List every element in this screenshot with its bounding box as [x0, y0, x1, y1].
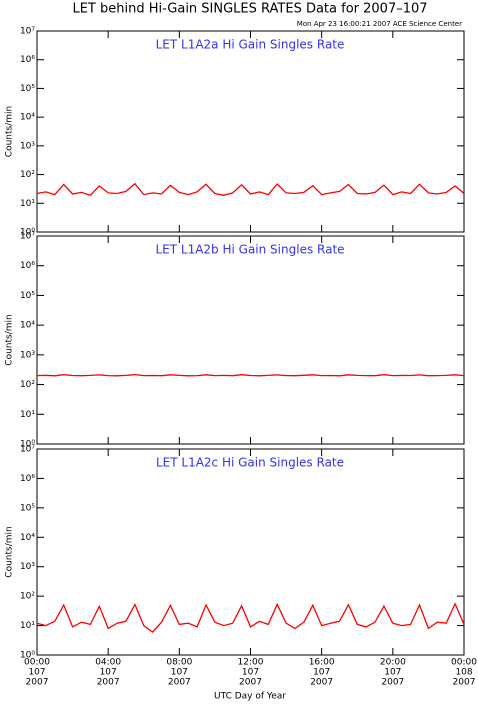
x-tick-label: 00:00 [24, 658, 50, 668]
data-line [36, 602, 465, 633]
x-tick-label: 20:00 [380, 658, 406, 668]
y-tick-label: 10⁰ [20, 651, 35, 661]
x-tick-sublabel: 2007 [26, 678, 49, 688]
y-tick-label: 10⁵ [20, 84, 35, 94]
y-tick-label: 10¹ [20, 621, 35, 631]
x-tick-sublabel: 2007 [239, 678, 262, 688]
y-axis-label: Counts/min [5, 314, 15, 365]
y-tick-label: 10⁵ [20, 503, 35, 513]
x-tick-sublabel: 2007 [168, 678, 191, 688]
data-line [36, 373, 465, 377]
data-line [36, 182, 465, 197]
panel-annotation: LET L1A2c Hi Gain Singles Rate [156, 456, 344, 470]
y-tick-label: 10³ [20, 141, 35, 151]
y-tick-label: 10² [20, 380, 35, 390]
plot-frame [36, 448, 465, 656]
x-tick-sublabel: 107 [242, 668, 259, 678]
x-tick-label: 08:00 [166, 658, 192, 668]
x-axis-label: UTC Day of Year [214, 692, 286, 702]
y-tick-label: 10⁶ [20, 474, 35, 484]
y-tick-label: 10³ [20, 350, 35, 360]
y-axis-label: Counts/min [5, 106, 15, 157]
x-tick-label: 04:00 [95, 658, 121, 668]
y-tick-label: 10⁰ [20, 440, 35, 450]
x-tick-sublabel: 2007 [310, 678, 333, 688]
y-tick-label: 10⁷ [20, 445, 35, 455]
y-tick-label: 10² [20, 170, 35, 180]
panel-annotation: LET L1A2b Hi Gain Singles Rate [155, 243, 344, 257]
x-tick-sublabel: 107 [384, 668, 401, 678]
y-tick-label: 10⁴ [20, 321, 35, 331]
x-tick-sublabel: 107 [28, 668, 45, 678]
y-tick-label: 10⁶ [20, 55, 35, 65]
panel-annotation: LET L1A2a Hi Gain Singles Rate [156, 38, 345, 52]
chart-title: LET behind Hi-Gain SINGLES RATES Data fo… [72, 2, 427, 17]
y-tick-label: 10⁷ [20, 27, 35, 37]
x-tick-sublabel: 2007 [381, 678, 404, 688]
x-tick-label: 12:00 [238, 658, 264, 668]
x-tick-sublabel: 2007 [453, 678, 476, 688]
x-tick-sublabel: 107 [171, 668, 188, 678]
x-tick-label: 00:00 [451, 658, 477, 668]
y-tick-label: 10² [20, 592, 35, 602]
y-tick-label: 10³ [20, 562, 35, 572]
x-tick-sublabel: 108 [455, 668, 472, 678]
x-tick-sublabel: 107 [100, 668, 117, 678]
x-tick-sublabel: 2007 [97, 678, 120, 688]
y-tick-label: 10⁶ [20, 261, 35, 271]
y-tick-label: 10⁴ [20, 113, 35, 123]
y-axis-label: Counts/min [5, 526, 15, 577]
y-tick-label: 10⁰ [20, 228, 35, 238]
plot-frame [36, 235, 465, 445]
y-tick-label: 10⁵ [20, 291, 35, 301]
x-tick-sublabel: 107 [313, 668, 330, 678]
plot-frame [36, 30, 465, 233]
chart-subtitle: Mon Apr 23 16:00:21 2007 ACE Science Cen… [297, 20, 462, 28]
y-tick-label: 10⁴ [20, 533, 35, 543]
x-tick-label: 16:00 [309, 658, 335, 668]
y-tick-label: 10¹ [20, 199, 35, 209]
y-tick-label: 10⁷ [20, 232, 35, 242]
y-tick-label: 10¹ [20, 410, 35, 420]
